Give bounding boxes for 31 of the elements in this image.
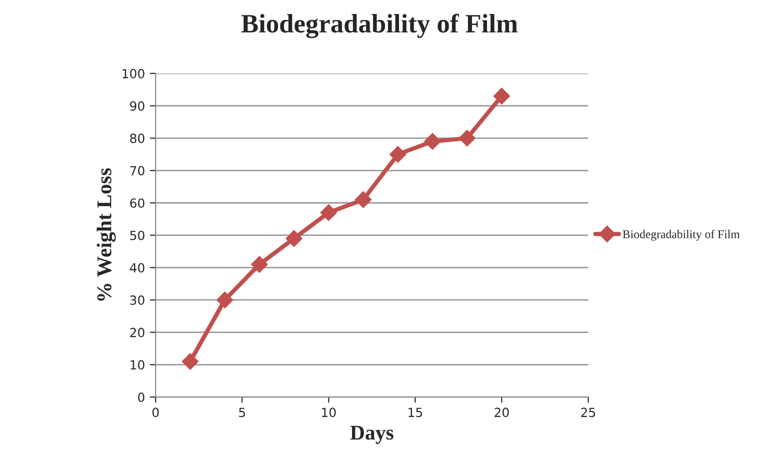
chart-title: Biodegradability of Film bbox=[241, 14, 518, 38]
x-tick-label: 20 bbox=[494, 408, 509, 418]
y-tick-label: 70 bbox=[130, 166, 144, 176]
point bbox=[182, 353, 199, 370]
x-tick-label: 25 bbox=[581, 408, 596, 418]
y-tick-label: 100 bbox=[122, 68, 144, 78]
y-tick-label: 20 bbox=[130, 328, 144, 338]
point bbox=[286, 230, 302, 247]
y-tick-label: 0 bbox=[138, 392, 144, 402]
legend-label: Biodegradability of Film bbox=[622, 230, 740, 241]
point bbox=[458, 130, 476, 147]
point bbox=[354, 191, 372, 208]
point bbox=[493, 88, 510, 104]
y-axis-title: % Weight Loss bbox=[96, 168, 116, 301]
point bbox=[389, 146, 406, 163]
point bbox=[424, 133, 441, 150]
y-tick-label: 90 bbox=[130, 101, 144, 111]
x-tick-label: 0 bbox=[152, 408, 159, 418]
y-tick-label: 80 bbox=[130, 134, 144, 144]
x-tick-label: 5 bbox=[239, 408, 246, 418]
y-tick-label: 50 bbox=[130, 230, 144, 240]
y-tick-label: 10 bbox=[130, 360, 144, 370]
x-tick-label: 10 bbox=[322, 408, 336, 418]
point bbox=[216, 292, 234, 308]
y-tick-label: 30 bbox=[130, 295, 144, 305]
x-tick-label: 15 bbox=[408, 408, 422, 418]
point bbox=[251, 256, 268, 273]
y-tick-label: 40 bbox=[130, 263, 144, 273]
point bbox=[320, 204, 338, 221]
y-tick-label: 60 bbox=[130, 198, 144, 208]
x-axis-title: Days bbox=[350, 426, 394, 444]
